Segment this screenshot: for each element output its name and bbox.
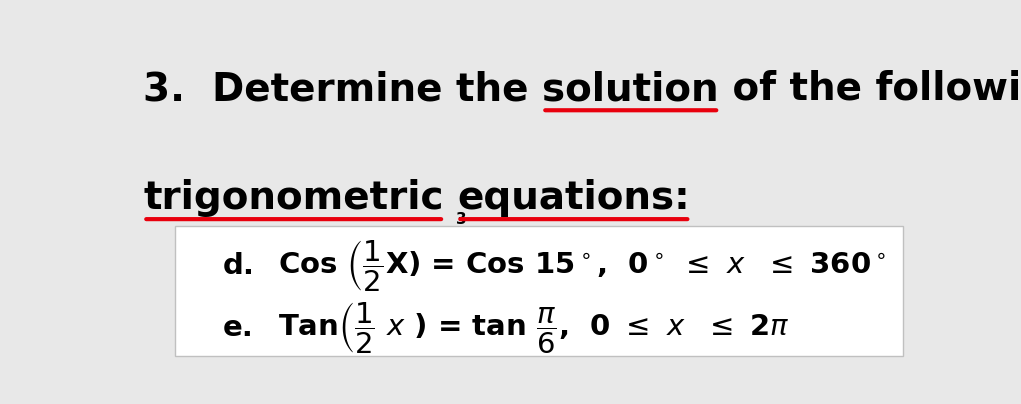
Text: Tan$\left(\dfrac{1}{2}\right.$ $x$ ) = tan $\dfrac{\pi}{6}$,  0 $\leq$ $x$  $\le: Tan$\left(\dfrac{1}{2}\right.$ $x$ ) = t… xyxy=(278,301,790,356)
Text: equations:: equations: xyxy=(457,179,690,217)
Text: 3.  Determine the: 3. Determine the xyxy=(143,70,542,108)
FancyBboxPatch shape xyxy=(176,226,903,356)
Text: e.: e. xyxy=(223,314,253,343)
Text: trigonometric: trigonometric xyxy=(143,179,444,217)
Text: solution: solution xyxy=(542,70,719,108)
Text: Cos $\left(\dfrac{1}{2}\right.$X) = Cos 15$^\circ$,  0$^\circ$ $\leq$ $x$  $\leq: Cos $\left(\dfrac{1}{2}\right.$X) = Cos … xyxy=(278,239,886,294)
Text: d.: d. xyxy=(223,252,254,280)
Text: 3: 3 xyxy=(456,213,467,227)
Text: of the following: of the following xyxy=(719,70,1021,108)
